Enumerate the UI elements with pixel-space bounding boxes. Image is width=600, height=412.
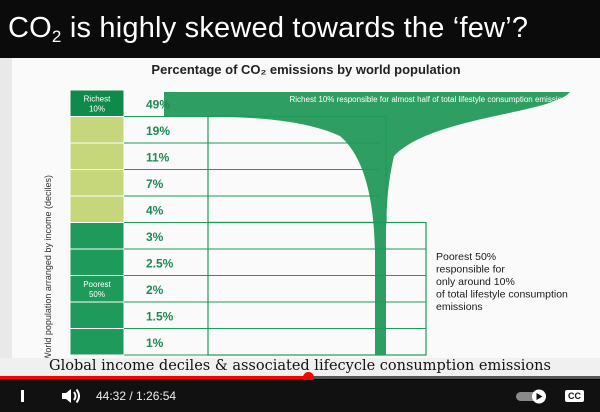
volume-icon xyxy=(62,388,80,404)
chart-title: Percentage of CO₂ emissions by world pop… xyxy=(151,62,461,77)
label-cell xyxy=(69,142,125,170)
label-cell xyxy=(69,116,125,144)
label-cell xyxy=(69,195,125,223)
slide-title-bar: CO2 is highly skewed towards the ‘few’? xyxy=(0,0,600,58)
label-cell xyxy=(69,222,125,250)
row-value-label: 2.5% xyxy=(146,256,174,270)
row-value-label: 4% xyxy=(146,203,164,217)
group-label: Richest xyxy=(84,94,111,103)
progress-bar[interactable] xyxy=(0,372,600,383)
label-cell xyxy=(69,328,125,356)
progress-fill xyxy=(0,376,308,379)
video-frame[interactable]: CO2 is highly skewed towards the ‘few’? … xyxy=(0,0,600,378)
slide-title: CO2 is highly skewed towards the ‘few’? xyxy=(8,12,528,47)
poorest-annotation: of total lifestyle consumption xyxy=(436,289,568,301)
label-cell xyxy=(69,89,125,117)
autoplay-toggle-icon xyxy=(516,389,546,404)
emissions-funnel xyxy=(164,92,570,355)
label-cell xyxy=(69,169,125,197)
row-value-label: 7% xyxy=(146,177,164,191)
captions-icon: CC xyxy=(565,390,584,402)
slide: Percentage of CO₂ emissions by world pop… xyxy=(12,58,600,361)
row-value-label: 2% xyxy=(146,283,164,297)
y-axis-label: World population arranged by income (dec… xyxy=(43,175,53,361)
richest-annotation: Richest 10% responsible for almost half … xyxy=(289,95,570,104)
group-label: 10% xyxy=(89,104,105,113)
skip-next-icon xyxy=(21,390,24,402)
poorest-annotation: responsible for xyxy=(436,264,505,276)
skip-next-button[interactable] xyxy=(14,389,44,403)
progress-scrubber[interactable] xyxy=(302,372,314,383)
row-value-label: 49% xyxy=(146,97,170,111)
duration: 1:26:54 xyxy=(136,389,177,403)
poor-region-box xyxy=(207,221,427,356)
time-display: 44:32 / 1:26:54 xyxy=(96,389,176,403)
label-cell xyxy=(69,301,125,329)
row-value-label: 19% xyxy=(146,124,170,138)
label-cell xyxy=(69,248,125,276)
group-label: Poorest xyxy=(83,280,111,289)
player-controls: 44:32 / 1:26:54 CC xyxy=(0,380,600,412)
slide-caption: Global income deciles & associated lifec… xyxy=(0,358,600,378)
poorest-annotation: emissions xyxy=(436,301,483,313)
current-time: 44:32 xyxy=(96,389,127,403)
row-value-label: 3% xyxy=(146,230,164,244)
row-value-label: 1% xyxy=(146,336,164,350)
volume-button[interactable] xyxy=(56,388,86,404)
row-value-label: 11% xyxy=(146,150,170,164)
poorest-annotation: Poorest 50% xyxy=(436,251,496,263)
group-label: 50% xyxy=(89,290,105,299)
slide-title-co: CO xyxy=(8,11,52,44)
autoplay-toggle[interactable] xyxy=(515,388,551,404)
slide-title-subscript: 2 xyxy=(51,26,62,46)
poorest-annotation: only around 10% xyxy=(436,276,515,288)
slide-title-rest: is highly skewed towards the ‘few’? xyxy=(61,11,529,44)
row-value-label: 1.5% xyxy=(146,309,174,323)
captions-button[interactable]: CC xyxy=(565,390,600,402)
time-separator: / xyxy=(126,389,137,403)
